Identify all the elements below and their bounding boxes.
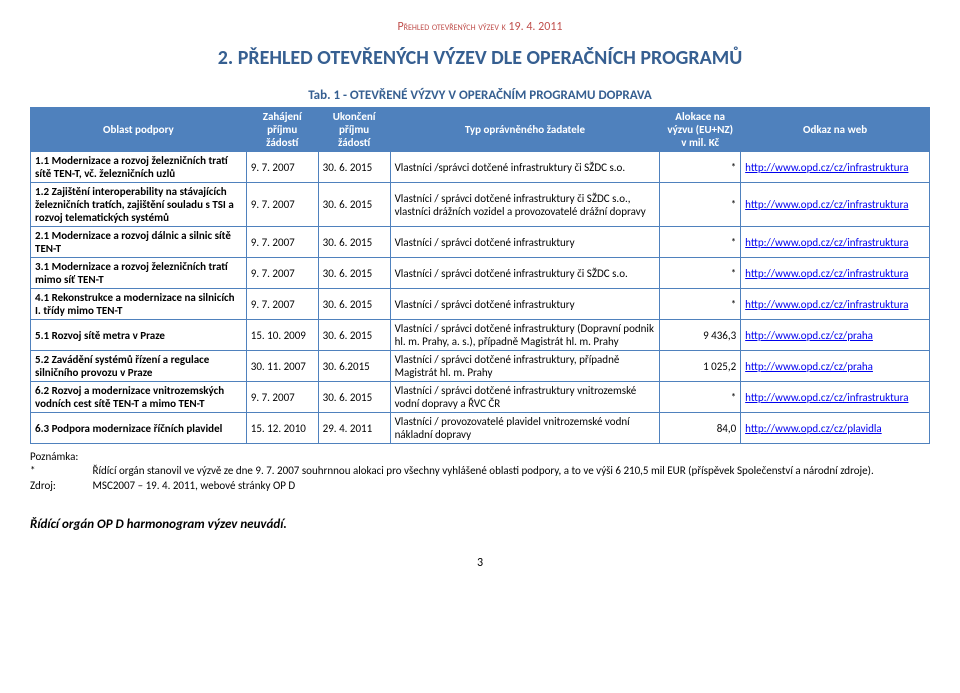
notes-zdroj-text: MSC2007 – 19. 4. 2011, webové stránky OP… (93, 479, 296, 492)
cell-ukonceni: 30. 6.2015 (318, 351, 390, 382)
web-link[interactable]: http://www.opd.cz/cz/infrastruktura (745, 267, 908, 280)
cell-typ: Vlastníci /správci dotčené infrastruktur… (390, 152, 660, 183)
doc-header: Přehled otevřených výzev k 19. 4. 2011 (30, 20, 930, 34)
cell-alokace: 84,0 (660, 413, 741, 444)
cell-oblast: 2.1 Modernizace a rozvoj dálnic a silnic… (31, 227, 247, 258)
col-odkaz: Odkaz na web (741, 108, 930, 152)
cell-typ: Vlastníci / provozovatelé plavidel vnitr… (390, 413, 660, 444)
cell-link: http://www.opd.cz/cz/infrastruktura (741, 183, 930, 227)
table-row: 1.2 Zajištění interoperability na stávaj… (31, 183, 930, 227)
cell-typ: Vlastníci / správci dotčené infrastruktu… (390, 227, 660, 258)
cell-oblast: 4.1 Rekonstrukce a modernizace na silnic… (31, 289, 247, 320)
cell-zahajeni: 15. 12. 2010 (246, 413, 318, 444)
col-typ: Typ oprávněného žadatele (390, 108, 660, 152)
cell-oblast: 1.1 Modernizace a rozvoj železničních tr… (31, 152, 247, 183)
cell-link: http://www.opd.cz/cz/infrastruktura (741, 227, 930, 258)
web-link[interactable]: http://www.opd.cz/cz/praha (745, 360, 873, 373)
cell-link: http://www.opd.cz/cz/infrastruktura (741, 258, 930, 289)
cell-alokace: * (660, 289, 741, 320)
cell-link: http://www.opd.cz/cz/infrastruktura (741, 152, 930, 183)
table-caption: Tab. 1 - OTEVŘENÉ VÝZVY V OPERAČNÍM PROG… (30, 88, 930, 103)
cell-zahajeni: 9. 7. 2007 (246, 152, 318, 183)
table-row: 3.1 Modernizace a rozvoj železničních tr… (31, 258, 930, 289)
web-link[interactable]: http://www.opd.cz/cz/infrastruktura (745, 236, 908, 249)
cell-alokace: 1 025,2 (660, 351, 741, 382)
table-row: 1.1 Modernizace a rozvoj železničních tr… (31, 152, 930, 183)
notes-star-text: Řídící orgán stanovil ve výzvě ze dne 9.… (93, 464, 874, 477)
cell-oblast: 3.1 Modernizace a rozvoj železničních tr… (31, 258, 247, 289)
cell-zahajeni: 9. 7. 2007 (246, 289, 318, 320)
table-row: 5.1 Rozvoj sítě metra v Praze15. 10. 200… (31, 320, 930, 351)
web-link[interactable]: http://www.opd.cz/cz/infrastruktura (745, 198, 908, 211)
cell-typ: Vlastníci / správci dotčené infrastruktu… (390, 258, 660, 289)
cell-oblast: 5.2 Zavádění systémů řízení a regulace s… (31, 351, 247, 382)
cell-link: http://www.opd.cz/cz/praha (741, 351, 930, 382)
cell-typ: Vlastníci / správci dotčené infrastruktu… (390, 351, 660, 382)
cell-alokace: * (660, 227, 741, 258)
calls-table: Oblast podpory Zahájení příjmu žádostí U… (30, 107, 930, 444)
cell-link: http://www.opd.cz/cz/plavidla (741, 413, 930, 444)
cell-oblast: 6.3 Podpora modernizace říčních plavidel (31, 413, 247, 444)
cell-zahajeni: 15. 10. 2009 (246, 320, 318, 351)
cell-zahajeni: 9. 7. 2007 (246, 183, 318, 227)
table-row: 4.1 Rekonstrukce a modernizace na silnic… (31, 289, 930, 320)
cell-alokace: * (660, 382, 741, 413)
web-link[interactable]: http://www.opd.cz/cz/infrastruktura (745, 298, 908, 311)
cell-zahajeni: 9. 7. 2007 (246, 258, 318, 289)
notes-zdroj-label: Zdroj: (30, 479, 90, 493)
cell-zahajeni: 9. 7. 2007 (246, 382, 318, 413)
cell-ukonceni: 30. 6. 2015 (318, 227, 390, 258)
notes-poznamka-label: Poznámka: (30, 450, 78, 463)
table-row: 6.3 Podpora modernizace říčních plavidel… (31, 413, 930, 444)
cell-oblast: 5.1 Rozvoj sítě metra v Praze (31, 320, 247, 351)
web-link[interactable]: http://www.opd.cz/cz/infrastruktura (745, 391, 908, 404)
table-row: 5.2 Zavádění systémů řízení a regulace s… (31, 351, 930, 382)
cell-alokace: * (660, 152, 741, 183)
cell-typ: Vlastníci / správci dotčené infrastruktu… (390, 320, 660, 351)
cell-ukonceni: 29. 4. 2011 (318, 413, 390, 444)
cell-alokace: * (660, 258, 741, 289)
cell-ukonceni: 30. 6. 2015 (318, 289, 390, 320)
cell-ukonceni: 30. 6. 2015 (318, 382, 390, 413)
cell-zahajeni: 9. 7. 2007 (246, 227, 318, 258)
section-title: 2. PŘEHLED OTEVŘENÝCH VÝZEV DLE OPERAČNÍ… (30, 46, 930, 70)
web-link[interactable]: http://www.opd.cz/cz/infrastruktura (745, 161, 908, 174)
cell-ukonceni: 30. 6. 2015 (318, 258, 390, 289)
table-header-row: Oblast podpory Zahájení příjmu žádostí U… (31, 108, 930, 152)
cell-link: http://www.opd.cz/cz/infrastruktura (741, 382, 930, 413)
harmonogram-note: Řídící orgán OP D harmonogram výzev neuv… (30, 517, 930, 532)
col-zahajeni: Zahájení příjmu žádostí (246, 108, 318, 152)
cell-typ: Vlastníci / správci dotčené infrastruktu… (390, 382, 660, 413)
cell-oblast: 6.2 Rozvoj a modernizace vnitrozemských … (31, 382, 247, 413)
cell-zahajeni: 30. 11. 2007 (246, 351, 318, 382)
cell-alokace: 9 436,3 (660, 320, 741, 351)
table-row: 2.1 Modernizace a rozvoj dálnic a silnic… (31, 227, 930, 258)
cell-ukonceni: 30. 6. 2015 (318, 183, 390, 227)
col-alokace: Alokace na výzvu (EU+NZ) v mil. Kč (660, 108, 741, 152)
page-number: 3 (30, 556, 930, 570)
cell-oblast: 1.2 Zajištění interoperability na stávaj… (31, 183, 247, 227)
col-oblast: Oblast podpory (31, 108, 247, 152)
cell-ukonceni: 30. 6. 2015 (318, 152, 390, 183)
cell-typ: Vlastníci / správci dotčené infrastruktu… (390, 289, 660, 320)
web-link[interactable]: http://www.opd.cz/cz/praha (745, 329, 873, 342)
notes-star-label: * (30, 464, 90, 478)
web-link[interactable]: http://www.opd.cz/cz/plavidla (745, 422, 882, 435)
cell-typ: Vlastníci / správci dotčené infrastruktu… (390, 183, 660, 227)
cell-ukonceni: 30. 6. 2015 (318, 320, 390, 351)
col-ukonceni: Ukončení příjmu žádostí (318, 108, 390, 152)
notes-block: Poznámka: * Řídící orgán stanovil ve výz… (30, 450, 930, 493)
table-row: 6.2 Rozvoj a modernizace vnitrozemských … (31, 382, 930, 413)
cell-link: http://www.opd.cz/cz/infrastruktura (741, 289, 930, 320)
cell-alokace: * (660, 183, 741, 227)
cell-link: http://www.opd.cz/cz/praha (741, 320, 930, 351)
